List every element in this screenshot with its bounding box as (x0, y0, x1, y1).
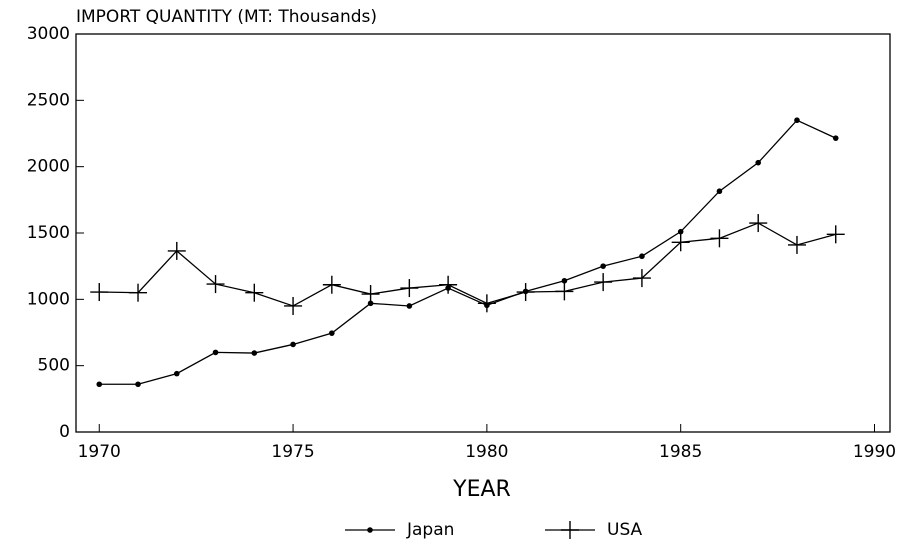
data-point (639, 253, 645, 260)
data-point (755, 159, 762, 166)
data-point (322, 275, 341, 294)
data-point (561, 277, 568, 284)
data-point (96, 381, 103, 388)
data-point (477, 294, 496, 313)
data-point (400, 279, 419, 298)
x-axis-label: YEAR (452, 477, 511, 502)
y-tick-label: 1000 (27, 289, 70, 309)
data-point (594, 273, 613, 292)
data-point (439, 275, 458, 294)
data-point (290, 341, 296, 348)
data-point (787, 235, 806, 254)
y-tick-label: 1500 (27, 223, 70, 243)
data-point (832, 135, 839, 141)
data-point (555, 282, 574, 301)
data-point (206, 275, 225, 294)
series-line (99, 222, 836, 307)
y-tick-label: 2500 (27, 90, 70, 110)
data-point (212, 349, 219, 356)
y-tick-label: 500 (38, 356, 70, 376)
data-point (716, 188, 723, 195)
x-tick-label: 1990 (853, 442, 896, 462)
series-line (99, 119, 837, 385)
y-tick-label: 0 (59, 422, 70, 442)
legend-marker (561, 521, 579, 539)
y-tick-label: 2000 (27, 157, 70, 177)
data-point (677, 228, 684, 235)
data-point (173, 370, 180, 377)
data-point (671, 233, 690, 252)
chart-title: IMPORT QUANTITY (MT: Thousands) (76, 7, 377, 27)
data-point (710, 229, 729, 248)
data-point (361, 285, 380, 304)
x-tick-label: 1985 (659, 442, 702, 462)
data-point (367, 300, 374, 307)
data-point (406, 303, 413, 309)
y-tick-label: 3000 (27, 24, 70, 44)
data-point (251, 350, 258, 356)
data-point (135, 381, 141, 388)
data-point (129, 283, 148, 302)
data-point (245, 283, 264, 302)
data-point (632, 269, 651, 288)
data-point (749, 214, 768, 233)
plot-frame (75, 33, 891, 433)
data-point (516, 283, 535, 302)
data-point (90, 283, 109, 302)
x-tick-label: 1975 (271, 442, 314, 462)
data-point (329, 330, 335, 336)
legend-label: USA (607, 520, 643, 540)
data-point (794, 117, 800, 124)
x-tick-label: 1970 (78, 442, 121, 462)
data-point (284, 296, 303, 315)
data-point (600, 263, 606, 269)
data-point (167, 241, 186, 260)
legend-marker (367, 527, 373, 533)
legend-label: Japan (406, 520, 454, 540)
x-tick-label: 1980 (465, 442, 508, 462)
data-point (826, 225, 845, 244)
